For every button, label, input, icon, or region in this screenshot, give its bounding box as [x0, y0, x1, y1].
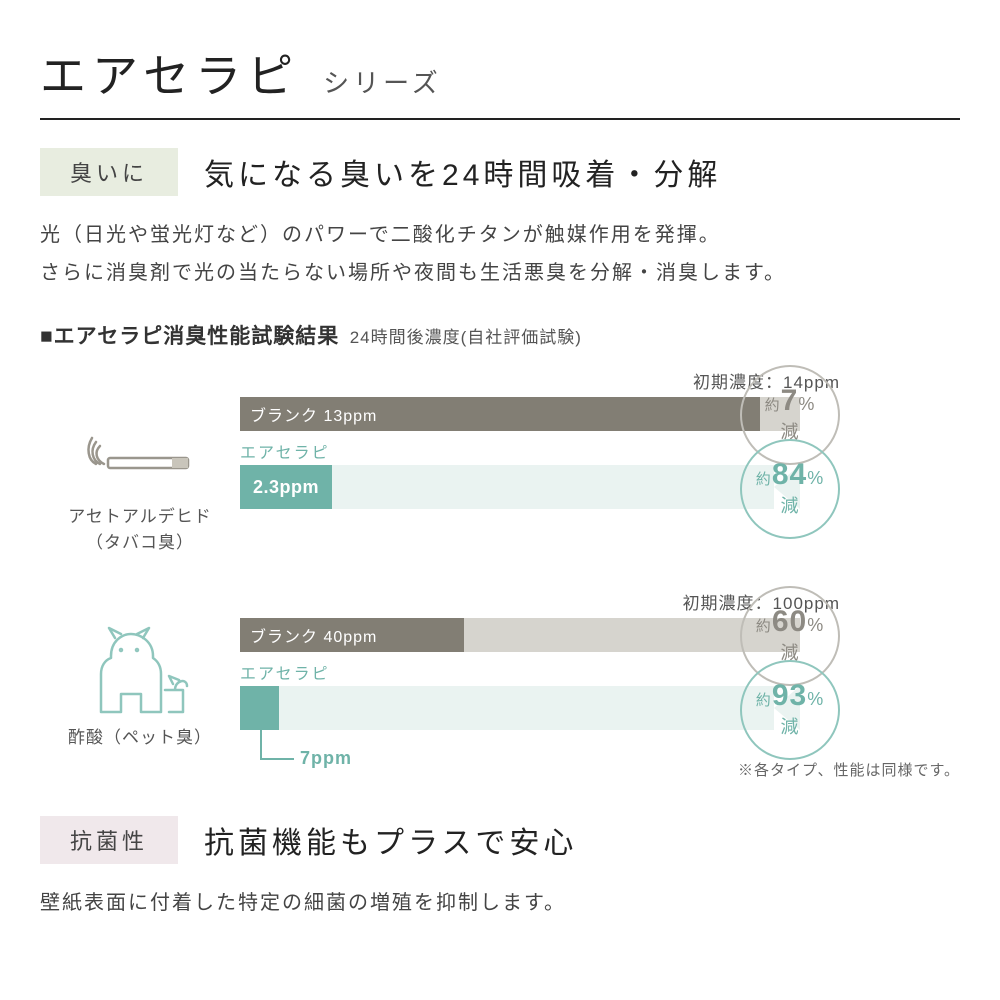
chart-group-acetic: 酢酸（ペット臭） 初期濃度：100ppm ブランク 40ppm 約60% 減 エ…: [40, 589, 960, 751]
chart-bars-col: 初期濃度：14ppm ブランク 13ppm 約7% 減 エアセラピ 2.3ppm: [240, 368, 960, 509]
section1-lead-line2: さらに消臭剤で光の当たらない場所や夜間も生活悪臭を分解・消臭します。: [40, 262, 786, 284]
section2: 抗菌性 抗菌機能もプラスで安心 壁紙表面に付着した特定の細菌の増殖を抑制します。: [40, 816, 960, 922]
blank-bar-label: ブランク 40ppm: [240, 623, 377, 647]
section1-lead: 光（日光や蛍光灯など）のパワーで二酸化チタンが触媒作用を発揮。 さらに消臭剤で光…: [40, 216, 960, 292]
section1-head: 臭いに 気になる臭いを24時間吸着・分解: [40, 148, 960, 196]
chart-subhead: ■エアセラピ消臭性能試験結果: [40, 325, 339, 348]
leader-line-v: [260, 730, 262, 758]
title-divider: [40, 118, 960, 120]
blank-bar: ブランク 13ppm: [240, 397, 760, 431]
chart-icon-col: 酢酸（ペット臭）: [40, 589, 240, 751]
section2-heading: 抗菌機能もプラスで安心: [204, 818, 577, 862]
chart-subhead-row: ■エアセラピ消臭性能試験結果 24時間後濃度(自社評価試験): [40, 320, 960, 350]
section2-tag: 抗菌性: [40, 816, 178, 864]
product-arrow-body: [240, 686, 774, 730]
chart-bars-col: 初期濃度：100ppm ブランク 40ppm 約60% 減 エアセラピ: [240, 589, 960, 730]
product-value-text: 2.3ppm: [253, 477, 319, 498]
chart-group-acetaldehyde: アセトアルデヒド（タバコ臭） 初期濃度：14ppm ブランク 13ppm 約7%…: [40, 368, 960, 555]
page-title-main: エアセラピ: [40, 40, 299, 106]
section1-lead-line1: 光（日光や蛍光灯など）のパワーで二酸化チタンが触媒作用を発揮。: [40, 224, 721, 246]
chart-footnote: ※各タイプ、性能は同様です。: [40, 759, 960, 780]
product-value-text: 7ppm: [300, 748, 352, 769]
charts-container: アセトアルデヒド（タバコ臭） 初期濃度：14ppm ブランク 13ppm 約7%…: [40, 368, 960, 751]
chart-caption: アセトアルデヒド（タバコ臭）: [40, 504, 240, 555]
pets-icon: [40, 629, 240, 719]
product-value-bar: [240, 686, 279, 730]
cigarette-icon: [40, 408, 240, 498]
chart-caption: 酢酸（ペット臭）: [40, 725, 240, 751]
page-title-row: エアセラピ シリーズ: [40, 40, 960, 106]
section2-head: 抗菌性 抗菌機能もプラスで安心: [40, 816, 960, 864]
blank-bar: ブランク 40ppm: [240, 618, 464, 652]
blank-bar-row: ブランク 40ppm 約60% 減: [240, 618, 840, 652]
chart-subhead-note: 24時間後濃度(自社評価試験): [350, 328, 582, 347]
page-title-sub: シリーズ: [323, 63, 442, 100]
section1-heading: 気になる臭いを24時間吸着・分解: [204, 150, 721, 194]
product-arrow-row: 約93% 減 7ppm: [240, 686, 840, 730]
product-reduction-badge: 約84% 減: [740, 439, 840, 539]
blank-bar-row: ブランク 13ppm 約7% 減: [240, 397, 840, 431]
section2-lead: 壁紙表面に付着した特定の細菌の増殖を抑制します。: [40, 884, 960, 922]
product-value-bar: 2.3ppm: [240, 465, 332, 509]
chart-icon-col: アセトアルデヒド（タバコ臭）: [40, 368, 240, 555]
product-arrow-row: 2.3ppm 約84% 減: [240, 465, 840, 509]
section1-tag: 臭いに: [40, 148, 178, 196]
product-reduction-badge: 約93% 減: [740, 660, 840, 760]
blank-bar-label: ブランク 13ppm: [240, 402, 377, 426]
leader-line-h: [260, 758, 294, 760]
